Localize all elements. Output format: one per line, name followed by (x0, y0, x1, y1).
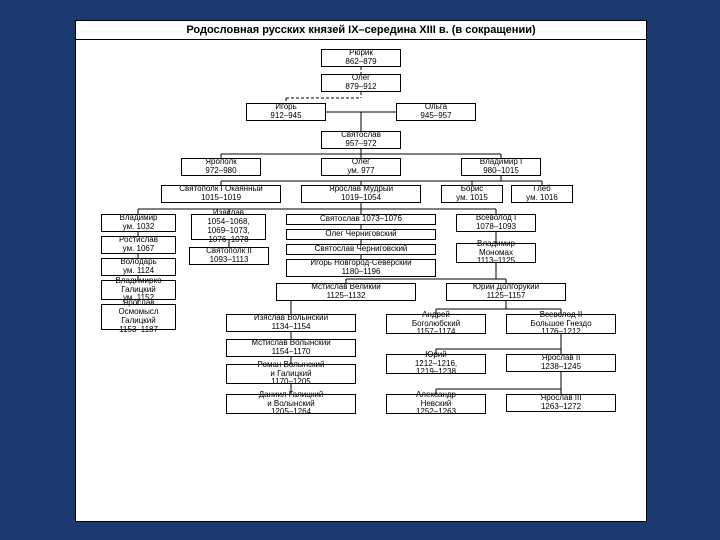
node-alexander: АлександрНевский1252–1263 (386, 394, 486, 414)
node-gleb: Глебум. 1016 (511, 185, 573, 203)
node-andrei: АндрейБоголюбский1157–1174 (386, 314, 486, 334)
node-vlad_mon: ВладимирМономах1113–1125 (456, 243, 536, 263)
node-ryurik: Рюрик862–879 (321, 49, 401, 67)
node-igor_ns: Игорь Новгород-Северский1180–1196 (286, 259, 436, 277)
node-vladimirko: ВладимиркоГалицкийум. 1152 (101, 280, 176, 300)
node-yaropolk: Ярополк972–980 (181, 158, 261, 176)
node-rostislav: Ростиславум. 1067 (101, 236, 176, 254)
node-yaroslav_o: ЯрославОсмомыслГалицкий1153–1187 (101, 304, 176, 330)
node-roman: Роман Волынскийи Галицкий1170–1205 (226, 364, 356, 384)
node-oleg2: Олегум. 977 (321, 158, 401, 176)
node-vsevolod1: Всеволод I1078–1093 (456, 214, 536, 232)
node-svyatoslav2: Святослав 1073–1076 (286, 214, 436, 225)
node-daniil: Даниил Галицкийи Волынский1205–1264 (226, 394, 356, 414)
node-volodar: Володарьум. 1124 (101, 258, 176, 276)
node-svyatopolk1: Святополк I Окаянный1015–1019 (161, 185, 281, 203)
node-yaroslav3: Ярослав III1263–1272 (506, 394, 616, 412)
node-yuri2: Юрий1212–1216,1219–1238 (386, 354, 486, 374)
node-oleg_ch: Олег Черниговский (286, 229, 436, 240)
node-vsevolod2: Всеволод IIБольшое Гнездо1176–1212 (506, 314, 616, 334)
node-svyatoslav: Святослав957–972 (321, 131, 401, 149)
diagram-title: Родословная русских князей IX–середина X… (76, 21, 646, 40)
node-mstislav_vol: Мстислав Волынский1154–1170 (226, 339, 356, 357)
node-yuri_d: Юрий Долгорукий1125–1157 (446, 283, 566, 301)
node-vladimir1: Владимир I980–1015 (461, 158, 541, 176)
node-izyaslav: Изяслав1054–1068,1069–1073,1076–1078 (191, 214, 266, 240)
diagram-page: Родословная русских князей IX–середина X… (75, 20, 647, 522)
node-oleg: Олег879–912 (321, 74, 401, 92)
node-vladimir2: Владимирум. 1032 (101, 214, 176, 232)
node-svyat_ch: Святослав Черниговский (286, 244, 436, 255)
node-yaroslav2: Ярослав II1238–1245 (506, 354, 616, 372)
node-mstislav_v: Мстислав Великий1125–1132 (276, 283, 416, 301)
node-igor: Игорь912–945 (246, 103, 326, 121)
node-svyatopolk2: Святополк II1093–1113 (189, 247, 269, 265)
node-boris: Борисум. 1015 (441, 185, 503, 203)
node-olga: Ольга945–957 (396, 103, 476, 121)
node-yaroslav_m: Ярослав Мудрый1019–1054 (301, 185, 421, 203)
node-izyaslav_v: Изяслав Волынский1134–1154 (226, 314, 356, 332)
